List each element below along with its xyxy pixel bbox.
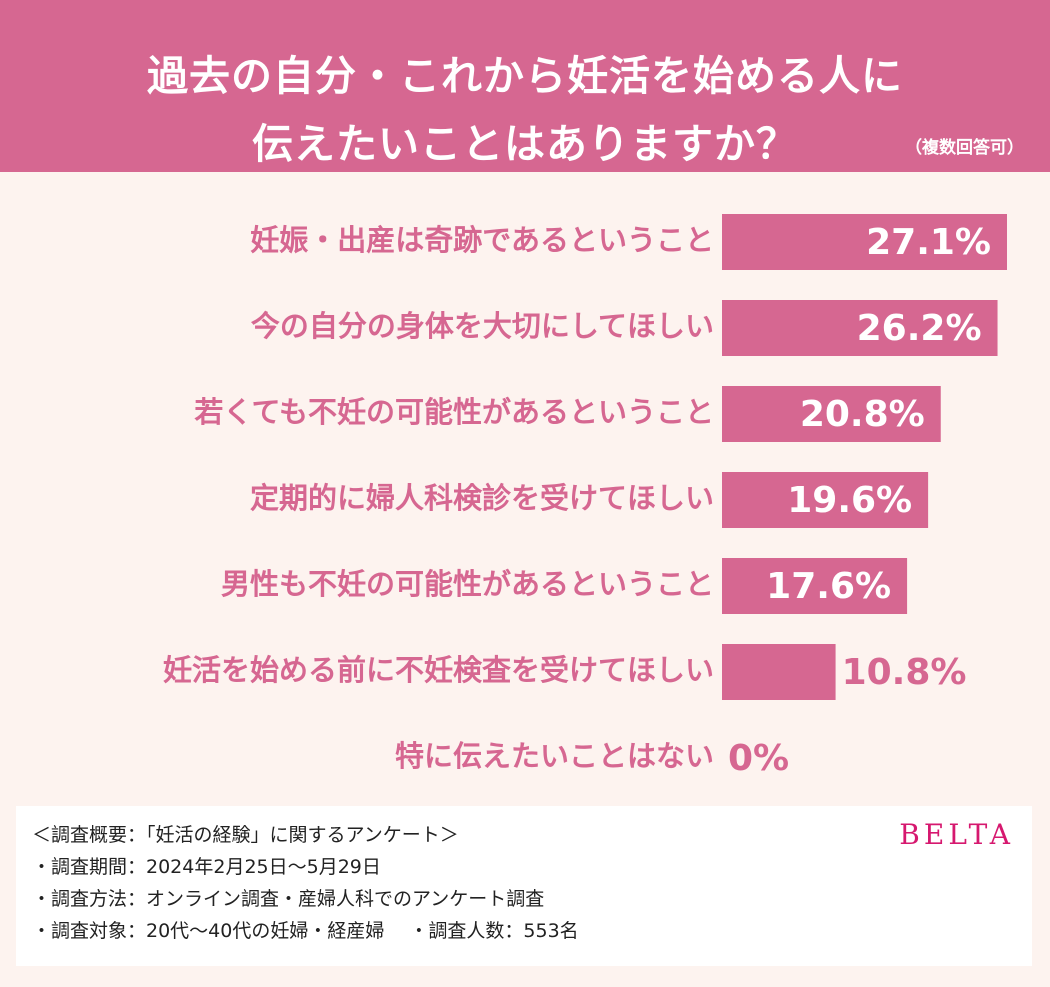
value-label: 0% [728,738,789,779]
survey-summary-box: ＜調査概要：「妊活の経験」に関するアンケート＞ ・調査期間：2024年2月25日… [16,806,1032,966]
bar [722,214,1007,270]
survey-method: ・調査方法：オンライン調査・産婦人科でのアンケート調査 [32,888,545,910]
category-label: 定期的に婦人科検診を受けてほしい [250,481,714,515]
value-label: 26.2% [857,308,982,349]
belta-logo: BELTA [899,818,1014,851]
bar [722,644,836,700]
category-label: 妊娠・出産は奇跡であるということ [250,223,714,257]
value-label: 10.8% [842,652,967,693]
title-banner: 過去の自分・これから妊活を始める人に 伝えたいことはありますか？ （複数回答可） [0,0,1050,172]
category-label: 今の自分の身体を大切にしてほしい [251,309,714,343]
bar [722,558,908,614]
value-label: 19.6% [787,480,912,521]
bar [722,386,941,442]
chart-title-line-2: 伝えたいことはありますか？ [252,120,798,168]
category-label: 男性も不妊の可能性があるということ [221,567,714,601]
survey-period: ・調査期間：2024年2月25日～5月29日 [32,856,381,878]
bar [722,472,929,528]
value-label: 20.8% [800,394,925,435]
survey-summary-heading: ＜調査概要：「妊活の経験」に関するアンケート＞ [32,824,459,846]
value-label: 27.1% [866,222,991,263]
multiple-answer-note: （複数回答可） [905,138,1024,158]
category-label: 特に伝えたいことはない [395,739,714,773]
category-label: 若くても不妊の可能性があるということ [194,395,714,429]
bar-chart: 妊娠・出産は奇跡であるということ 27.1% 今の自分の身体を大切にしてほしい 26.… [163,214,1007,779]
bar [722,300,998,356]
survey-target: ・調査対象：20代～40代の妊婦・経産婦 ・調査人数：553名 [32,920,579,942]
category-label: 妊活を始める前に不妊検査を受けてほしい [163,653,714,687]
value-label: 17.6% [766,566,891,607]
chart-title-line-1: 過去の自分・これから妊活を始める人に [147,52,903,100]
